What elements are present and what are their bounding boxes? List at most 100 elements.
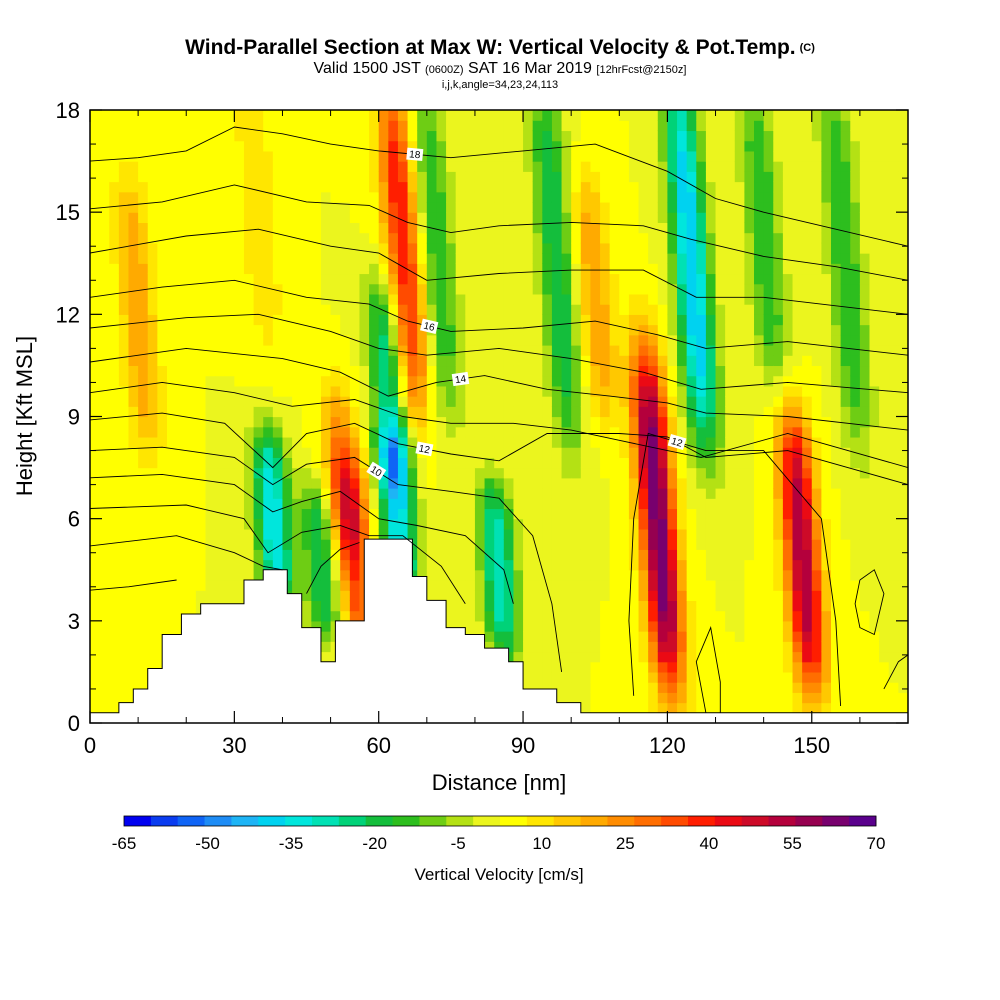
field-cell	[513, 283, 524, 295]
field-cell	[224, 171, 235, 183]
field-cell	[561, 600, 572, 612]
field-cell	[215, 579, 226, 591]
field-cell	[523, 242, 534, 254]
field-cell	[359, 375, 370, 387]
field-cell	[811, 181, 822, 193]
field-cell	[340, 498, 351, 510]
field-cell	[725, 518, 736, 530]
field-cell	[523, 263, 534, 275]
field-cell	[869, 273, 880, 285]
field-cell	[157, 426, 168, 438]
field-cell	[811, 253, 822, 264]
field-cell	[869, 344, 880, 356]
field-cell	[744, 232, 755, 244]
field-cell	[147, 365, 158, 377]
field-cell	[811, 304, 822, 315]
field-cell	[619, 212, 630, 223]
field-cell	[503, 283, 515, 295]
field-cell	[484, 293, 495, 305]
field-cell	[821, 365, 832, 377]
field-cell	[330, 549, 341, 561]
field-cell	[426, 314, 438, 326]
field-cell	[773, 539, 784, 550]
field-cell	[166, 201, 178, 213]
field-cell	[600, 253, 611, 264]
field-cell	[725, 559, 736, 571]
field-cell	[263, 375, 274, 387]
field-cell	[831, 314, 842, 326]
field-cell	[715, 447, 726, 458]
field-cell	[311, 549, 322, 561]
field-cell	[763, 477, 774, 489]
field-cell	[600, 590, 611, 601]
field-cell	[619, 171, 630, 183]
field-cell	[195, 365, 207, 377]
field-cell	[109, 569, 120, 581]
field-cell	[205, 222, 216, 234]
field-cell	[542, 150, 553, 162]
field-cell	[802, 334, 813, 346]
field-cell	[359, 396, 370, 407]
field-cell	[455, 334, 466, 346]
field-cell	[657, 355, 669, 367]
field-cell	[840, 375, 851, 387]
field-cell	[301, 191, 312, 203]
field-cell	[754, 181, 765, 193]
field-cell	[397, 232, 409, 244]
field-cell	[580, 150, 592, 162]
field-cell	[580, 253, 592, 264]
field-cell	[754, 457, 765, 469]
field-cell	[417, 304, 428, 315]
field-cell	[551, 477, 563, 489]
field-cell	[176, 600, 187, 612]
field-cell	[773, 631, 784, 642]
field-cell	[224, 579, 235, 591]
field-cell	[263, 201, 274, 213]
field-cell	[224, 191, 235, 203]
field-cell	[99, 508, 110, 520]
field-cell	[561, 396, 572, 407]
field-cell	[859, 396, 871, 407]
field-cell	[686, 610, 697, 622]
field-cell	[667, 283, 678, 295]
field-cell	[436, 293, 447, 305]
field-cell	[725, 150, 736, 162]
field-cell	[494, 375, 505, 387]
field-cell	[850, 293, 861, 305]
field-cell	[523, 293, 534, 305]
field-cell	[648, 528, 659, 540]
field-cell	[224, 181, 235, 193]
field-cell	[590, 518, 601, 530]
field-cell	[523, 661, 534, 673]
field-cell	[90, 416, 101, 428]
field-cell	[157, 253, 168, 264]
field-cell	[243, 232, 255, 244]
field-cell	[349, 171, 361, 183]
field-cell	[590, 620, 601, 632]
field-cell	[657, 702, 669, 714]
field-cell	[90, 304, 101, 315]
field-cell	[609, 242, 620, 254]
field-cell	[166, 477, 178, 489]
field-cell	[859, 334, 871, 346]
field-cell	[109, 416, 120, 428]
field-cell	[523, 396, 534, 407]
field-cell	[580, 457, 592, 469]
field-cell	[590, 355, 601, 367]
field-cell	[243, 559, 255, 571]
field-cell	[859, 579, 871, 591]
field-cell	[551, 631, 563, 642]
field-cell	[205, 334, 216, 346]
field-cell	[426, 130, 438, 142]
field-cell	[879, 191, 890, 203]
field-cell	[99, 477, 110, 489]
field-cell	[686, 508, 697, 520]
field-cell	[840, 314, 851, 326]
field-cell	[503, 253, 515, 264]
field-cell	[455, 539, 466, 550]
field-cell	[176, 406, 187, 418]
field-cell	[811, 334, 822, 346]
field-cell	[725, 375, 736, 387]
field-cell	[503, 518, 515, 530]
field-cell	[455, 498, 466, 510]
